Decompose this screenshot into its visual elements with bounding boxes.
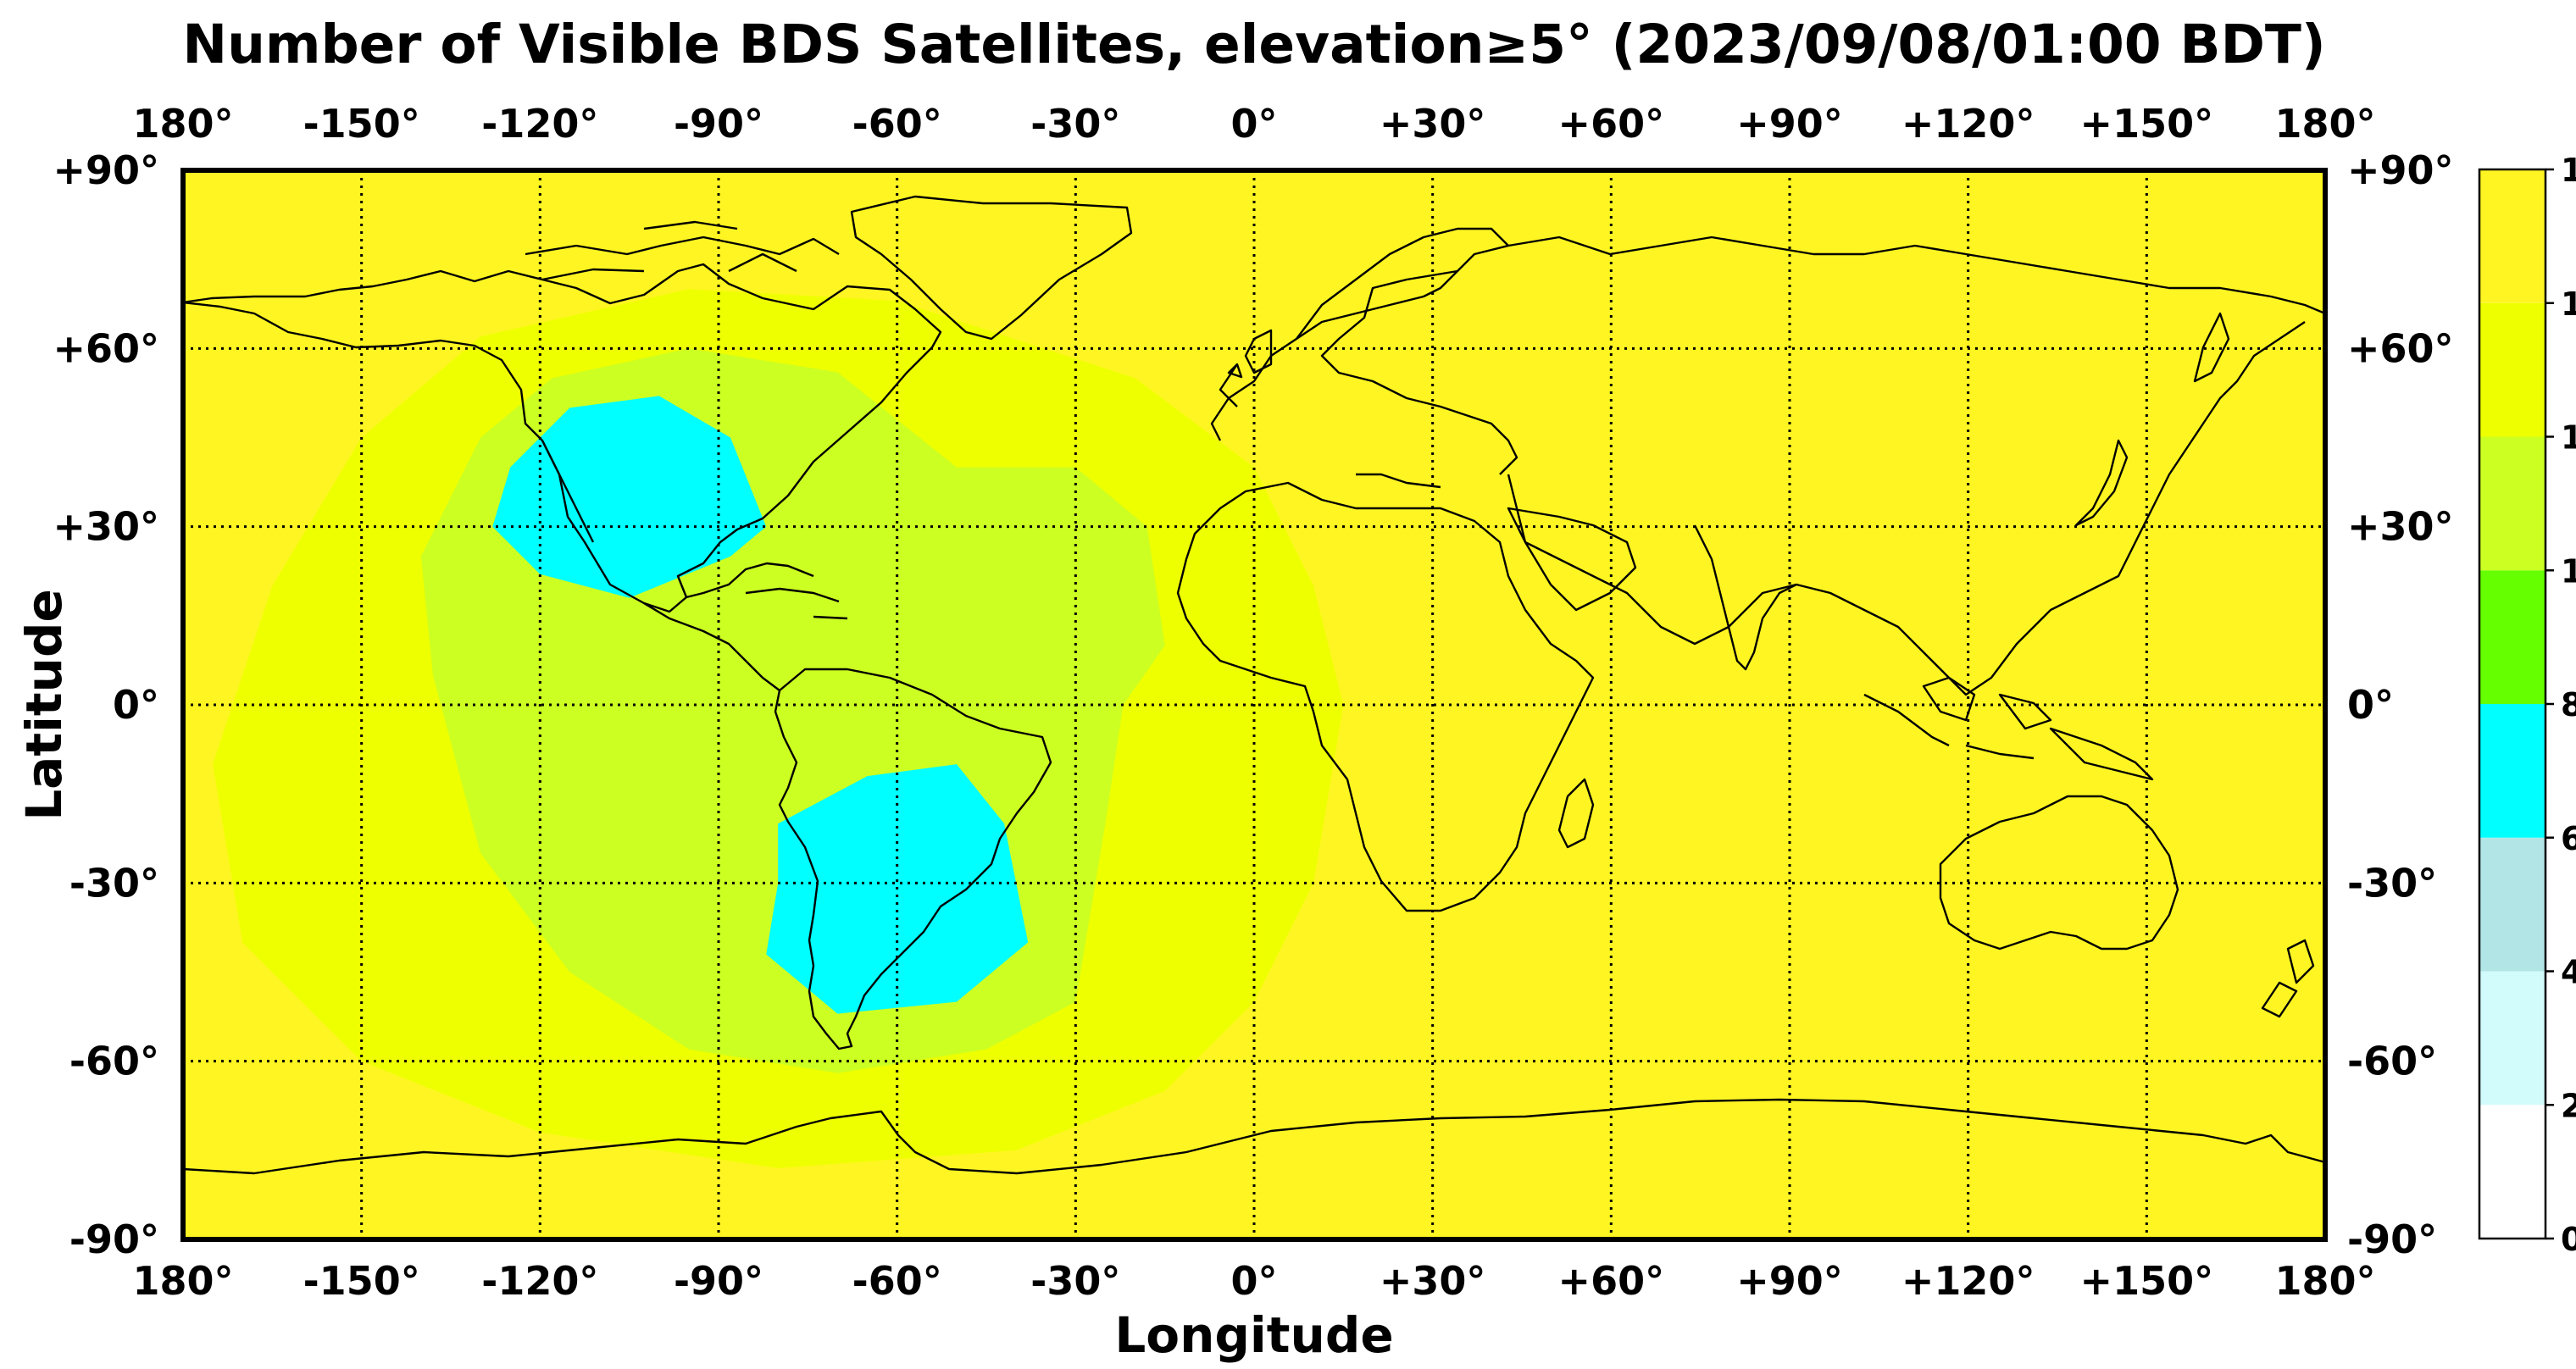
x-tick-label-top: +30° [1380,101,1486,147]
x-tick-label-bottom: 0° [1230,1258,1277,1304]
x-tick-label-top: 180° [132,101,233,147]
colorbar-bin-2 [2479,837,2545,972]
coast-north-america [183,263,942,613]
colorbar-tick-label: 2 [2561,1087,2576,1124]
y-tick-labels-right: +90° +60° +30° 0° -30° -60° -90° [2347,147,2454,1262]
colorbar-bin-7 [2479,169,2545,303]
y-tick-label-left: +90° [53,147,159,193]
colorbar-tick-label: 14 [2561,285,2576,323]
colorbar: 0 2 4 6 8 10 12 14 16 [2478,152,2576,1258]
coast-south-america [774,668,1052,1050]
x-tick-label-bottom: +150° [2080,1258,2214,1304]
y-tick-label-right: -30° [2347,860,2437,906]
x-tick-label-bottom: +60° [1558,1258,1665,1304]
x-tick-label-top: +150° [2080,101,2214,147]
plot-frame [180,168,2328,1242]
y-tick-label-left: -60° [69,1039,159,1084]
coast-madagascar [1557,778,1595,849]
x-tick-label-bottom: 180° [2274,1258,2375,1304]
x-tick-label-bottom: 180° [132,1258,233,1304]
x-tick-label-bottom: +120° [1901,1258,2035,1304]
heat-region-3 [867,479,1135,705]
y-tick-label-left: +60° [53,325,159,371]
x-tick-label-top: -120° [481,101,598,147]
x-tick-label-top: 0° [1230,101,1277,147]
coast-africa [1176,481,1595,912]
x-tick-label-top: -150° [303,101,420,147]
x-tick-label-top: -60° [852,101,942,147]
colorbar-bin-4 [2479,570,2545,704]
coast-arabia [1507,507,1637,612]
colorbar-bin-1 [2479,971,2545,1106]
coast-greenland [850,195,1133,341]
x-tick-label-top: +90° [1736,101,1843,147]
colorbar-tick-label: 12 [2561,419,2576,457]
coast-se-asia-islands [1863,676,2154,781]
coast-arctic-islands [525,220,840,281]
x-tick-label-top: +120° [1901,101,2035,147]
gridlines [183,170,2325,1239]
x-tick-label-bottom: -90° [674,1258,763,1304]
x-tick-label-top: -90° [674,101,763,147]
colorbar-bin-5 [2479,436,2545,571]
colorbar-bin-6 [2479,302,2545,437]
coast-australia [1939,795,2179,951]
colorbar-bin-3 [2479,704,2545,838]
x-tick-label-bottom: -30° [1030,1258,1120,1304]
coast-mexico-gulf [541,440,814,599]
x-axis-label: Longitude [1114,1306,1393,1364]
coast-british-isles [1227,329,1273,379]
coast-asia [1507,236,2325,696]
y-tick-label-right: -90° [2347,1217,2437,1262]
y-tick-label-left: +30° [53,504,159,550]
y-tick-label-right: 0° [2347,682,2394,728]
colorbar-tick-label: 16 [2561,152,2576,189]
x-tick-labels-top: 180° -150° -120° -90° -60° -30° 0° +30° +60° +90°… [132,101,2375,147]
x-tick-label-top: 180° [2274,101,2375,147]
plot-area [183,170,2325,1239]
coast-antarctica [183,1098,2325,1175]
x-tick-label-bottom: +30° [1380,1258,1486,1304]
y-tick-label-left: 0° [113,682,159,728]
colorbar-tick-label: 0 [2561,1221,2576,1258]
coastlines [183,195,2325,1175]
y-tick-label-right: -60° [2347,1039,2437,1084]
colorbar-tick-label: 8 [2561,686,2576,723]
heatmap-regions [213,289,1344,1168]
coast-scandinavia [1296,227,1510,340]
y-tick-label-right: +60° [2347,325,2454,371]
coast-kamchatka [2193,312,2230,383]
y-axis-label: Latitude [15,589,73,821]
x-tick-label-bottom: -60° [852,1258,942,1304]
colorbar-bin-0 [2479,1105,2545,1239]
y-tick-label-right: +90° [2347,147,2454,193]
y-tick-labels-left: +90° +60° +30° 0° -30° -60° -90° [53,147,159,1262]
x-tick-label-top: +60° [1558,101,1665,147]
y-tick-label-right: +30° [2347,504,2454,550]
y-tick-label-left: -30° [69,860,159,906]
colorbar-tick-label: 4 [2561,954,2576,991]
x-tick-labels-bottom: 180° -150° -120° -90° -60° -30° 0° +30° +60° +90°… [132,1258,2375,1304]
x-tick-label-bottom: +90° [1736,1258,1843,1304]
coast-new-zealand [2261,939,2315,1018]
y-tick-label-left: -90° [69,1217,159,1262]
coast-central-america [643,587,848,691]
colorbar-tick-label: 6 [2561,820,2576,857]
coast-japan [2074,439,2129,527]
x-tick-label-top: -30° [1030,101,1120,147]
x-tick-label-bottom: -120° [481,1258,598,1304]
x-tick-label-bottom: -150° [303,1258,420,1304]
colorbar-tick-label: 10 [2561,552,2576,590]
chart-title: Number of Visible BDS Satellites, elevat… [182,14,2325,75]
coast-india [1693,524,1797,671]
heat-region-4 [492,396,767,598]
